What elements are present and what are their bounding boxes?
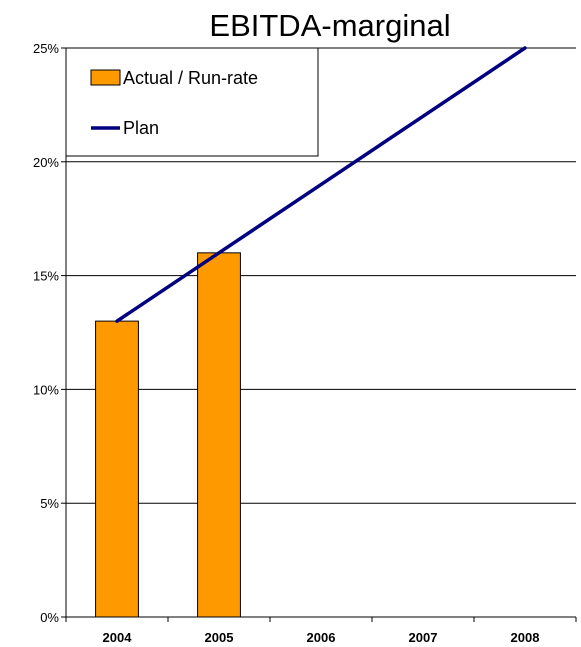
y-tick-label-20: 20%: [33, 155, 59, 170]
x-tick-label-2007: 2007: [409, 630, 438, 645]
y-tick-label-10: 10%: [33, 382, 59, 397]
bar-2004: [95, 320, 139, 618]
bar-2005: [197, 252, 241, 618]
plan-line: [115, 46, 527, 323]
x-tick-label-2004: 2004: [103, 630, 133, 645]
x-tick-label-2006: 2006: [307, 630, 336, 645]
y-tick-label-15: 15%: [33, 269, 59, 284]
chart-title: EBITDA-marginal: [209, 8, 450, 43]
legend-label-plan: Plan: [123, 118, 159, 138]
x-tick-label-2008: 2008: [511, 630, 540, 645]
legend-label-actual: Actual / Run-rate: [123, 68, 258, 88]
line-series: [115, 46, 527, 323]
legend-box: [65, 47, 319, 157]
y-tick-label-0: 0%: [40, 610, 59, 625]
axes: 0% 5% 10% 15% 20% 25% 2004 2005 2006 2007 2008: [33, 41, 577, 645]
y-tick-label-25: 25%: [33, 41, 59, 56]
x-tick-label-2005: 2005: [205, 630, 234, 645]
legend: Actual / Run-rate Plan: [65, 47, 319, 157]
y-tick-label-5: 5%: [40, 496, 59, 511]
legend-swatch-actual: [90, 69, 121, 86]
bar-series: [95, 252, 241, 618]
